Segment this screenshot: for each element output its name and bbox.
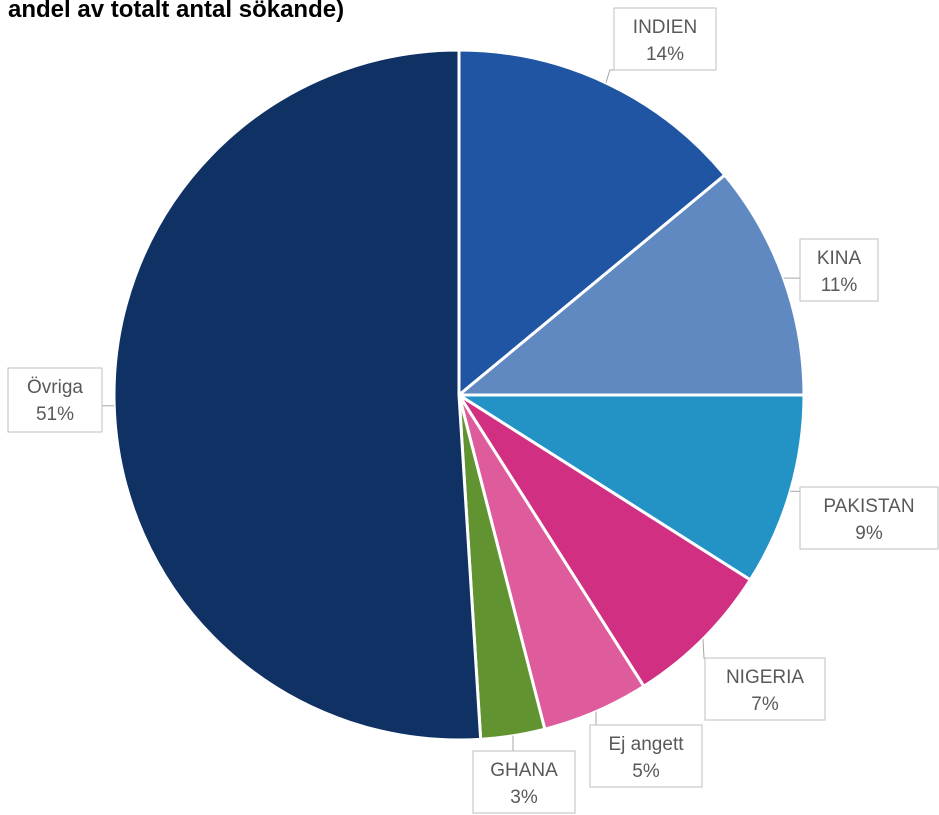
data-label-name: GHANA	[490, 760, 558, 781]
pie-slice-nigeria	[457, 393, 752, 688]
data-label-ej-angett: Ej angett 5%	[589, 724, 703, 788]
data-label-box	[472, 750, 576, 814]
data-label-indien: INDIEN 14%	[613, 7, 717, 71]
data-label-box	[704, 657, 826, 721]
data-label-övriga: Övriga 51%	[7, 367, 103, 433]
leader-line-indien	[605, 69, 614, 83]
data-label-box	[613, 7, 717, 71]
pie-slices	[112, 48, 806, 742]
data-label-name: PAKISTAN	[823, 496, 914, 517]
data-label-box	[589, 724, 703, 788]
data-label-name: KINA	[817, 248, 862, 269]
pie-slice-övriga	[112, 48, 483, 742]
data-label-value: 5%	[632, 761, 660, 782]
data-label-kina: KINA 11%	[799, 238, 879, 302]
chart-title: andel av totalt antal sökande)	[8, 0, 345, 23]
data-label-name: INDIEN	[633, 17, 697, 38]
data-label-box	[7, 367, 103, 433]
data-label-nigeria: NIGERIA 7%	[704, 657, 826, 721]
leader-line-nigeria	[702, 638, 705, 659]
data-label-value: 9%	[855, 523, 883, 544]
data-label-name: Övriga	[27, 377, 83, 398]
data-label-value: 51%	[36, 404, 74, 425]
data-label-box	[799, 238, 879, 302]
data-label-value: 11%	[821, 275, 858, 296]
data-label-value: 7%	[751, 694, 779, 715]
data-label-pakistan: PAKISTAN 9%	[799, 486, 939, 550]
data-label-value: 14%	[646, 44, 684, 65]
data-label-box	[799, 486, 939, 550]
data-label-value: 3%	[510, 787, 538, 808]
data-label-name: NIGERIA	[726, 667, 804, 688]
leader-lines	[102, 69, 800, 751]
pie-slice-pakistan	[457, 393, 806, 582]
data-label-ghana: GHANA 3%	[472, 750, 576, 814]
data-labels: INDIEN 14% KINA 11% PAKISTAN 9% NIGERIA 7% Ej an…	[7, 7, 939, 814]
pie-slice-indien	[457, 48, 727, 397]
data-label-name: Ej angett	[609, 734, 685, 755]
